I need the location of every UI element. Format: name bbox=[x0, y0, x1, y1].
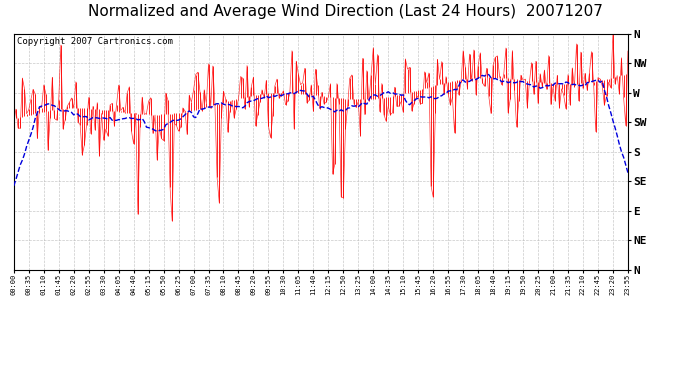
Text: Normalized and Average Wind Direction (Last 24 Hours)  20071207: Normalized and Average Wind Direction (L… bbox=[88, 4, 602, 19]
Text: Copyright 2007 Cartronics.com: Copyright 2007 Cartronics.com bbox=[17, 37, 172, 46]
